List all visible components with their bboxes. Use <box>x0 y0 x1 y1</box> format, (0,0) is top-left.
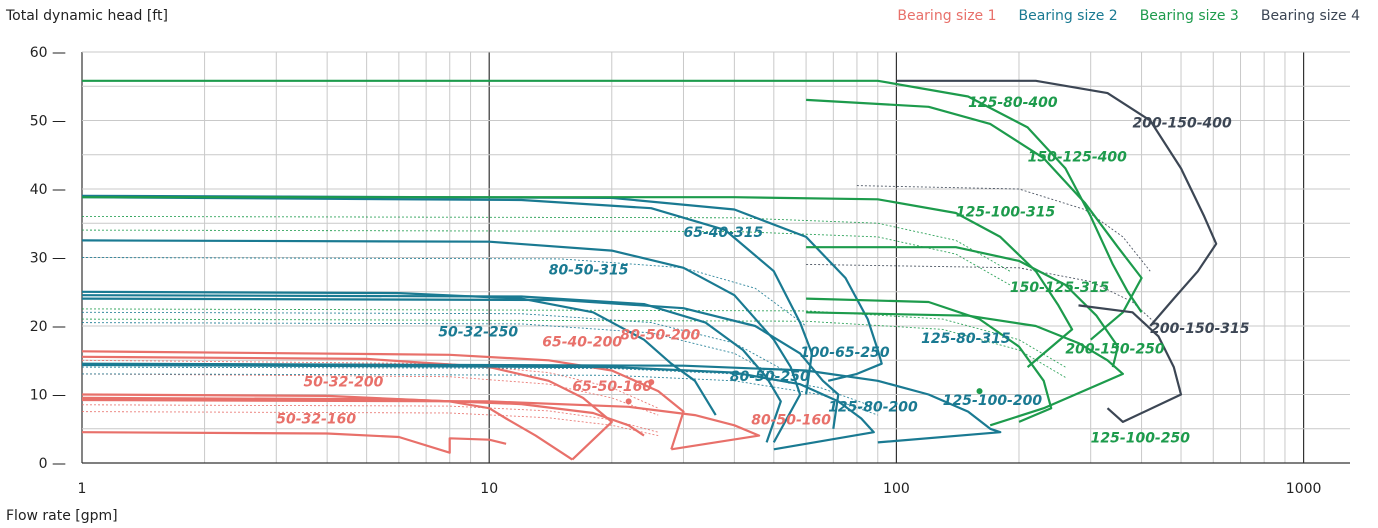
curve-200-150-315 <box>1078 304 1183 423</box>
operating-point-marker <box>625 398 632 405</box>
legend: Bearing size 1 Bearing size 2 Bearing si… <box>897 8 1360 24</box>
curve-125-100-200 <box>81 362 1002 444</box>
curve-125-80-400 <box>82 79 1143 313</box>
curve-200-150-250 <box>806 311 1124 427</box>
curve-label-150-125-315: 150-125-315 <box>1010 280 1110 296</box>
curve-label-200-150-315: 200-150-315 <box>1150 321 1250 337</box>
legend-item-bearing-size-4: Bearing size 4 <box>1260 8 1360 24</box>
curve-65-40-315 <box>81 196 813 395</box>
markers <box>625 379 983 405</box>
y-tick-label: 10 — <box>30 388 66 404</box>
curve-65-50-160 <box>81 396 645 437</box>
performance-curves <box>81 79 1218 461</box>
dashed-curve <box>81 229 1011 286</box>
y-tick-label: 40 — <box>30 182 66 198</box>
curve-label-50-32-200: 50-32-200 <box>304 374 384 390</box>
y-axis-label: Total dynamic head [ft] <box>6 8 168 24</box>
axis-ticks: 1 10 100 1000 0 — 10 — 20 — 30 — 40 — 50 — 60 — <box>30 45 1322 497</box>
curve-label-50-32-160: 50-32-160 <box>276 411 356 427</box>
x-tick-label: 100 <box>883 481 910 497</box>
curve-65-40-200 <box>81 355 613 461</box>
curve-150-125-400 <box>806 98 1143 341</box>
dashed-curve <box>81 359 659 409</box>
curve-label-150-125-400: 150-125-400 <box>1028 150 1128 166</box>
curve-80-50-160 <box>81 398 761 451</box>
dashed-curve <box>81 411 659 437</box>
operating-point-marker <box>648 379 655 386</box>
dashed-curve <box>81 366 878 409</box>
curve-150-125-315 <box>806 246 1119 368</box>
y-tick-label: 0 — <box>39 456 66 472</box>
dashed-curve <box>81 373 878 416</box>
curve-label-200-150-250: 200-150-250 <box>1065 341 1165 357</box>
curve-label-100-65-250: 100-65-250 <box>800 345 890 361</box>
curve-125-100-250 <box>806 297 1053 423</box>
curve-label-65-40-200: 65-40-200 <box>542 335 622 351</box>
curve-80-50-200 <box>81 350 685 450</box>
curve-label-125-80-200: 125-80-200 <box>828 400 918 416</box>
dashed-curve <box>81 322 791 385</box>
legend-item-bearing-size-2: Bearing size 2 <box>1018 8 1118 24</box>
curve-label-80-50-315: 80-50-315 <box>549 263 629 279</box>
curve-125-80-315 <box>81 194 883 382</box>
dashed-curve <box>81 311 791 375</box>
curve-label-200-150-400: 200-150-400 <box>1132 115 1232 131</box>
x-axis-label: Flow rate [gpm] <box>6 508 118 524</box>
dashed-curve <box>81 404 659 433</box>
curve-label-50-32-250: 50-32-250 <box>438 324 518 340</box>
curve-label-80-50-250: 80-50-250 <box>730 369 810 385</box>
legend-item-bearing-size-3: Bearing size 3 <box>1139 8 1239 24</box>
curve-label-125-100-250: 125-100-250 <box>1091 430 1191 446</box>
dashed-curve <box>81 318 1066 378</box>
y-tick-label: 30 — <box>30 251 66 267</box>
curve-label-65-40-315: 65-40-315 <box>683 225 763 241</box>
curve-200-150-400 <box>896 79 1218 327</box>
x-tick-label: 1 <box>78 481 87 497</box>
curve-label-80-50-200: 80-50-200 <box>620 328 700 344</box>
y-tick-label: 20 — <box>30 319 66 335</box>
curve-100-65-250 <box>81 297 840 429</box>
x-tick-label: 1000 <box>1286 481 1322 497</box>
y-tick-label: 50 — <box>30 114 66 130</box>
curve-label-125-100-315: 125-100-315 <box>956 204 1056 220</box>
operating-point-marker <box>976 388 983 395</box>
dashed-curve <box>81 215 1011 272</box>
curve-50-32-160 <box>81 431 507 454</box>
curve-50-32-250 <box>81 290 717 416</box>
curve-label-125-100-200: 125-100-200 <box>943 393 1043 409</box>
curve-label-125-80-400: 125-80-400 <box>968 95 1058 111</box>
y-tick-label: 60 — <box>30 45 66 61</box>
curve-80-50-315 <box>81 239 802 443</box>
legend-item-bearing-size-1: Bearing size 1 <box>897 8 997 24</box>
curve-50-32-200 <box>81 393 573 461</box>
curve-label-80-50-160: 80-50-160 <box>751 413 831 429</box>
curve-125-100-315 <box>82 196 1074 368</box>
curve-125-80-200 <box>81 363 875 451</box>
dashed-curve <box>81 308 1066 368</box>
curve-label-125-80-315: 125-80-315 <box>921 331 1011 347</box>
dashed-curve <box>856 185 1151 272</box>
x-tick-label: 10 <box>480 481 498 497</box>
curve-80-50-250 <box>81 294 782 443</box>
curve-labels: 50-32-160 50-32-200 65-40-200 65-50-160 80-5… <box>276 95 1249 447</box>
curve-label-65-50-160: 65-50-160 <box>572 379 652 395</box>
